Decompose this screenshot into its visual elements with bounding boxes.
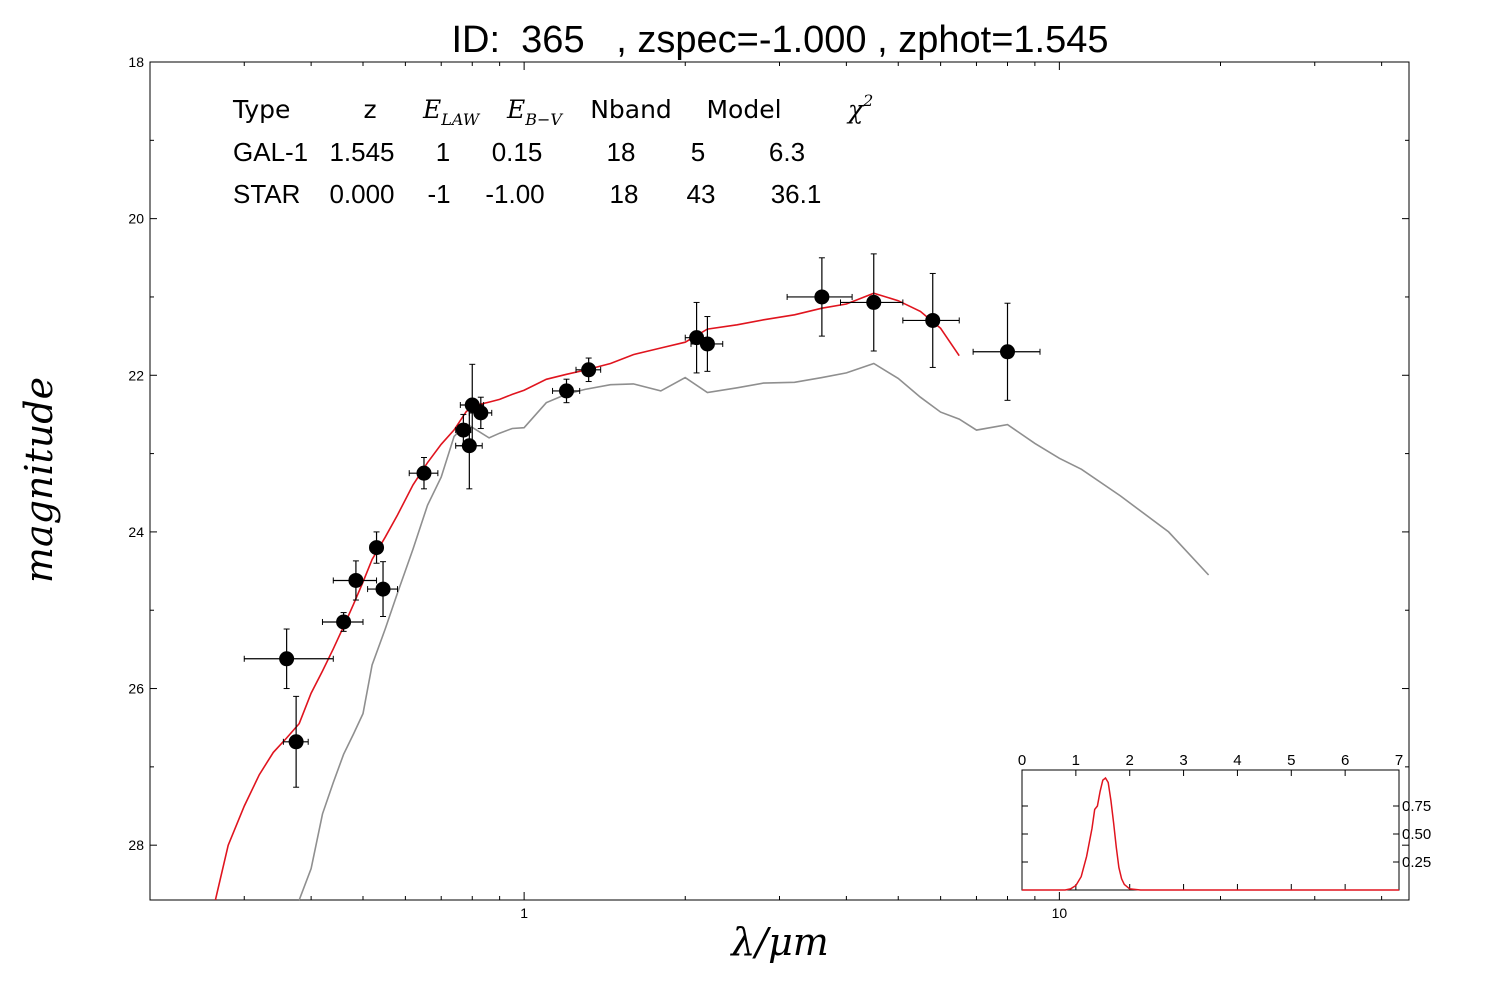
table-header-ebv: EB−V — [506, 95, 563, 129]
y-tick-label: 22 — [128, 367, 144, 383]
pdz-curve — [1022, 776, 1399, 891]
data-point-marker — [814, 289, 830, 305]
x-tick-label: 1 — [520, 905, 528, 921]
data-point — [243, 628, 334, 690]
gal-nband: 18 — [607, 137, 636, 167]
inset-x-tick-label: 7 — [1395, 752, 1403, 769]
gal-chi2: 6.3 — [769, 137, 805, 167]
table-header-chi: χ — [846, 95, 865, 124]
data-point — [282, 695, 309, 788]
data-point-marker — [866, 294, 882, 310]
data-point-marker — [279, 651, 295, 667]
table-header-ebv-sub: B−V — [524, 110, 563, 129]
data-point-marker — [455, 422, 471, 438]
inset-x-tick-label: 6 — [1341, 752, 1349, 769]
data-point — [690, 316, 724, 372]
gal-type: GAL-1 — [233, 137, 308, 167]
inset-y-tick-label: 0.50 — [1402, 826, 1431, 843]
data-point — [468, 396, 493, 430]
star-model-curve — [298, 362, 1210, 901]
table-header-ebv-e: E — [506, 95, 525, 124]
data-point-marker — [369, 540, 385, 556]
table-header-z: z — [363, 95, 376, 124]
data-point-marker — [699, 336, 715, 352]
star-ebv: -1.00 — [485, 179, 544, 209]
data-point — [321, 612, 364, 632]
star-nband: 18 — [610, 179, 639, 209]
data-point — [786, 257, 853, 337]
data-point-marker — [581, 362, 597, 378]
star-model: 43 — [687, 179, 716, 209]
x-axis-ticks: 1 10 — [149, 62, 1383, 921]
y-tick-label: 28 — [128, 837, 144, 853]
gal-ebv: 0.15 — [492, 137, 543, 167]
data-point — [552, 378, 581, 404]
y-tick-label: 24 — [128, 524, 144, 540]
data-point — [367, 561, 398, 617]
star-z: 0.000 — [329, 179, 394, 209]
y-axis-label: magnitude — [17, 377, 61, 583]
table-header-model: Model — [706, 95, 781, 124]
pdz-inset: 0 1 2 3 4 5 6 7 0.25 0.50 0.75 — [1018, 752, 1431, 891]
table-header-chi2: χ2 — [846, 91, 873, 124]
y-tick-label: 20 — [128, 211, 144, 227]
table-header-type: Type — [232, 95, 290, 124]
data-point-marker — [999, 344, 1015, 360]
data-point-marker — [348, 572, 364, 588]
gal-z: 1.545 — [329, 137, 394, 167]
y-tick-label: 26 — [128, 681, 144, 697]
y-tick-label: 18 — [128, 54, 144, 70]
table-header-nband: Nband — [590, 95, 672, 124]
data-point-marker — [925, 312, 941, 328]
data-point-marker — [375, 581, 391, 597]
data-point — [972, 302, 1041, 401]
data-point-marker — [559, 383, 575, 399]
data-point — [455, 413, 472, 447]
table-header-chi-sup: 2 — [862, 91, 873, 110]
x-tick-label: 10 — [1052, 905, 1068, 921]
x-axis-label: λ/μm — [729, 920, 829, 964]
inset-ticks: 0 1 2 3 4 5 6 7 0.25 0.50 0.75 — [1018, 752, 1431, 890]
data-point-marker — [336, 614, 352, 630]
table-header-elaw-sub: LAW — [440, 110, 481, 129]
photometry-points — [243, 253, 1041, 788]
data-point — [332, 560, 378, 601]
gal-elaw: 1 — [436, 137, 450, 167]
gal-model: 5 — [691, 137, 705, 167]
table-row-star: STAR 0.000 -1 -1.00 18 43 36.1 — [233, 179, 821, 209]
star-type: STAR — [233, 179, 300, 209]
inset-x-tick-label: 4 — [1233, 752, 1241, 769]
table-header-elaw: ELAW — [422, 95, 481, 129]
data-point — [839, 253, 904, 352]
data-point-marker — [473, 405, 489, 421]
data-point — [408, 457, 439, 490]
inset-x-tick-label: 3 — [1179, 752, 1187, 769]
table-header-elaw-e: E — [422, 95, 441, 124]
data-point — [575, 357, 602, 383]
data-point-marker — [288, 734, 304, 750]
inset-x-tick-label: 0 — [1018, 752, 1026, 769]
inset-frame — [1021, 769, 1400, 891]
star-elaw: -1 — [427, 179, 450, 209]
data-point — [369, 531, 385, 564]
inset-x-tick-label: 1 — [1072, 752, 1080, 769]
gal-model-curve — [214, 292, 960, 901]
data-point-marker — [416, 465, 432, 481]
table-row-gal: GAL-1 1.545 1 0.15 18 5 6.3 — [233, 137, 805, 167]
inset-x-tick-label: 5 — [1287, 752, 1295, 769]
inset-y-tick-label: 0.25 — [1402, 854, 1431, 871]
chart-title: ID: 365 , zspec=-1.000 , zphot=1.545 — [452, 19, 1109, 61]
inset-y-tick-label: 0.75 — [1402, 798, 1431, 815]
data-point — [902, 272, 960, 368]
inset-x-tick-label: 2 — [1126, 752, 1134, 769]
star-chi2: 36.1 — [771, 179, 822, 209]
fit-table: Type z ELAW EB−V Nband Model χ2 GAL-1 1.… — [232, 91, 873, 209]
